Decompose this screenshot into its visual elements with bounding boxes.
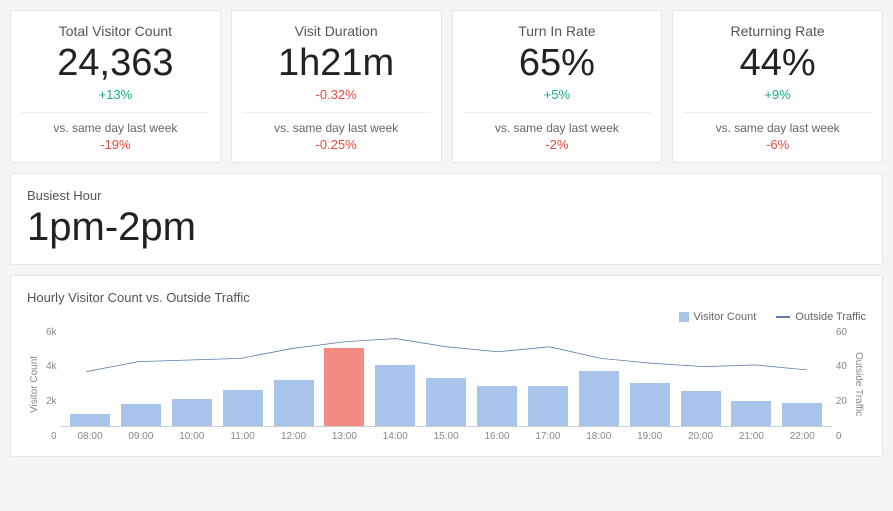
- kpi-sub-label: vs. same day last week: [683, 121, 872, 135]
- kpi-card-visit-duration: Visit Duration 1h21m -0.32% vs. same day…: [231, 10, 442, 163]
- chart-bar: [223, 390, 263, 426]
- y-axis-right-label: Outside Traffic: [851, 327, 866, 442]
- y-tick: 4k: [46, 361, 57, 372]
- kpi-value: 24,363: [21, 43, 210, 85]
- kpi-title: Turn In Rate: [463, 23, 652, 39]
- x-tick: 20:00: [681, 431, 721, 442]
- x-tick: 16:00: [477, 431, 517, 442]
- kpi-card-visitor-count: Total Visitor Count 24,363 +13% vs. same…: [10, 10, 221, 163]
- kpi-sub-delta: -0.25%: [242, 137, 431, 152]
- kpi-sub-delta: -2%: [463, 137, 652, 152]
- y-tick: 2k: [46, 396, 57, 407]
- kpi-title: Total Visitor Count: [21, 23, 210, 39]
- chart-bar: [528, 386, 568, 426]
- x-tick: 17:00: [528, 431, 568, 442]
- busiest-hour-panel: Busiest Hour 1pm-2pm: [10, 173, 883, 265]
- divider: [21, 112, 210, 113]
- chart-bar: [630, 383, 670, 426]
- chart-bar: [731, 401, 771, 426]
- kpi-delta: +9%: [683, 87, 872, 102]
- legend-item-outside-traffic: Outside Traffic: [776, 311, 866, 323]
- x-tick: 10:00: [172, 431, 212, 442]
- legend-swatch-line: [776, 316, 790, 318]
- chart-bar: [274, 380, 314, 426]
- x-tick: 13:00: [324, 431, 364, 442]
- chart-area: Visitor Count 6k 4k 2k 0 08:00 09:00 10:00 11:…: [27, 327, 866, 442]
- legend-swatch-bar: [679, 312, 689, 322]
- x-axis-ticks: 08:00 09:00 10:00 11:00 12:00 13:00 14:00 15:00…: [61, 427, 832, 442]
- chart-bar: [426, 378, 466, 426]
- hourly-chart-panel: Hourly Visitor Count vs. Outside Traffic…: [10, 275, 883, 457]
- kpi-delta: +13%: [21, 87, 210, 102]
- chart-bar: [375, 365, 415, 426]
- kpi-sub-label: vs. same day last week: [242, 121, 431, 135]
- outside-traffic-line: [86, 338, 806, 371]
- x-tick: 22:00: [782, 431, 822, 442]
- x-tick: 09:00: [121, 431, 161, 442]
- y-axis-right-ticks: 60 40 20 0: [832, 327, 851, 442]
- x-tick: 14:00: [375, 431, 415, 442]
- chart-bar: [121, 404, 161, 425]
- y-tick: 6k: [46, 327, 57, 338]
- chart-bar: [70, 414, 110, 426]
- kpi-sub-delta: -19%: [21, 137, 210, 152]
- kpi-sub-label: vs. same day last week: [463, 121, 652, 135]
- legend-item-visitor-count: Visitor Count: [679, 311, 757, 323]
- y-axis-left-label: Visitor Count: [27, 327, 42, 442]
- y-tick: 0: [46, 431, 57, 442]
- kpi-title: Returning Rate: [683, 23, 872, 39]
- kpi-cards-row: Total Visitor Count 24,363 +13% vs. same…: [10, 10, 883, 163]
- busiest-hour-title: Busiest Hour: [27, 188, 866, 203]
- chart-legend: Visitor Count Outside Traffic: [27, 311, 866, 323]
- x-tick: 08:00: [70, 431, 110, 442]
- kpi-sub-delta: -6%: [683, 137, 872, 152]
- chart-bar: [681, 391, 721, 426]
- chart-bar: [172, 399, 212, 425]
- x-tick: 15:00: [426, 431, 466, 442]
- kpi-card-returning-rate: Returning Rate 44% +9% vs. same day last…: [672, 10, 883, 163]
- y-tick: 20: [836, 396, 847, 407]
- kpi-delta: -0.32%: [242, 87, 431, 102]
- x-tick: 19:00: [630, 431, 670, 442]
- chart-bar: [579, 371, 619, 425]
- kpi-title: Visit Duration: [242, 23, 431, 39]
- kpi-value: 1h21m: [242, 43, 431, 85]
- x-tick: 12:00: [274, 431, 314, 442]
- kpi-delta: +5%: [463, 87, 652, 102]
- y-tick: 0: [836, 431, 847, 442]
- y-tick: 60: [836, 327, 847, 338]
- chart-bar: [324, 348, 364, 426]
- chart-title: Hourly Visitor Count vs. Outside Traffic: [27, 290, 866, 305]
- chart-plot: [61, 327, 832, 427]
- x-tick: 18:00: [579, 431, 619, 442]
- chart-bar: [477, 386, 517, 426]
- divider: [683, 112, 872, 113]
- x-tick: 11:00: [223, 431, 263, 442]
- busiest-hour-value: 1pm-2pm: [27, 205, 866, 250]
- y-axis-left-ticks: 6k 4k 2k 0: [42, 327, 61, 442]
- kpi-card-turn-in-rate: Turn In Rate 65% +5% vs. same day last w…: [452, 10, 663, 163]
- x-tick: 21:00: [731, 431, 771, 442]
- chart-bar: [782, 403, 822, 426]
- y-tick: 40: [836, 361, 847, 372]
- kpi-value: 65%: [463, 43, 652, 85]
- legend-label: Visitor Count: [694, 311, 757, 323]
- divider: [463, 112, 652, 113]
- divider: [242, 112, 431, 113]
- kpi-sub-label: vs. same day last week: [21, 121, 210, 135]
- kpi-value: 44%: [683, 43, 872, 85]
- legend-label: Outside Traffic: [795, 311, 866, 323]
